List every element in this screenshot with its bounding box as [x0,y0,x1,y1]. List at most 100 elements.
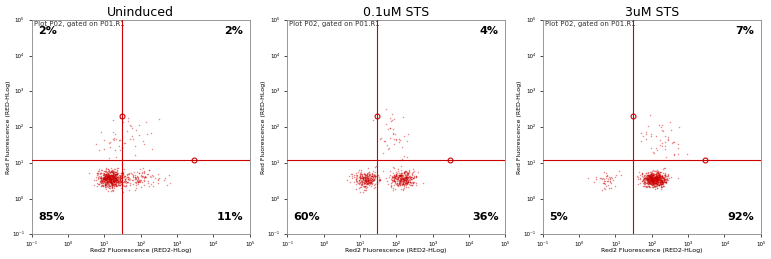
Point [606,176,618,180]
Point [131,175,143,179]
Point [662,136,675,141]
Point [388,173,400,177]
Point [121,129,133,133]
Point [402,179,415,183]
Point [652,177,665,182]
Point [653,177,665,181]
Point [654,174,666,178]
Point [114,177,126,181]
Point [655,178,667,182]
Point [651,148,663,152]
Point [645,170,657,174]
Point [399,178,412,182]
Point [130,181,142,185]
Point [386,178,399,183]
Point [395,181,407,185]
Point [392,178,405,182]
Point [89,178,101,182]
Point [639,176,651,180]
Point [651,177,663,181]
Point [96,176,108,180]
Point [396,176,409,180]
Point [646,177,658,181]
Point [653,175,665,179]
Point [664,120,676,124]
Point [145,175,157,179]
Point [636,174,648,178]
Point [387,175,399,179]
Point [650,178,662,183]
Point [357,184,369,188]
Point [359,188,371,192]
Point [109,182,121,186]
Point [362,178,374,183]
Point [662,172,674,177]
Point [403,169,416,173]
Point [396,176,408,180]
Point [647,168,659,172]
Point [393,174,406,178]
Point [393,181,406,185]
Point [363,172,375,177]
Point [377,169,389,173]
Point [659,147,672,151]
Point [98,177,110,182]
Point [371,181,383,185]
Point [99,180,112,184]
Point [389,137,402,141]
Point [92,177,104,181]
Point [108,174,120,178]
Point [109,174,122,178]
Point [111,166,123,170]
Point [650,173,662,177]
Point [397,182,409,186]
Point [107,173,120,177]
Point [96,179,109,184]
Point [392,183,405,187]
Point [106,179,119,183]
Point [638,179,651,183]
Point [355,176,368,180]
Point [117,174,130,178]
Point [95,177,107,181]
Point [389,175,402,179]
Point [354,190,366,194]
Point [93,172,106,176]
Point [656,178,668,183]
Point [651,186,663,190]
Point [394,180,406,184]
Point [643,181,655,185]
Point [102,171,114,175]
Point [355,183,368,187]
Point [392,183,405,187]
Point [146,183,159,188]
Point [390,177,402,181]
Point [117,183,130,187]
Point [353,168,365,172]
Point [386,185,398,189]
Point [371,174,383,178]
Point [103,184,116,188]
Point [407,179,419,184]
Point [96,168,108,172]
Point [649,176,662,180]
Point [656,179,668,183]
Point [379,139,391,143]
Point [104,140,116,144]
Point [651,182,664,186]
Point [645,174,658,178]
Point [99,169,111,173]
Point [651,177,663,181]
Point [369,176,381,180]
Point [641,176,653,180]
Point [654,174,666,178]
Point [657,176,669,180]
Point [360,173,372,177]
Point [96,176,109,181]
Point [388,174,400,178]
Point [651,172,663,177]
Point [106,176,119,181]
Point [105,177,117,181]
Point [648,178,660,183]
Point [102,175,114,179]
